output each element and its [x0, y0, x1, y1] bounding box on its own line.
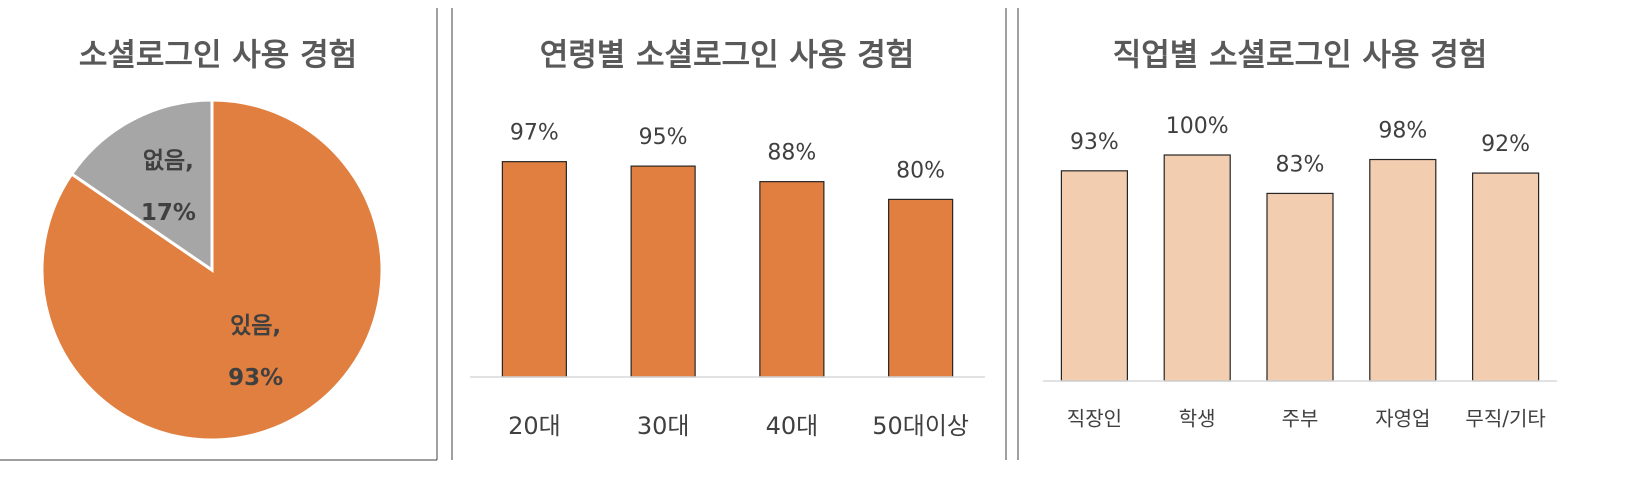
- bar: [630, 165, 696, 378]
- slice-label: 93%: [228, 365, 283, 391]
- data-label: 83%: [1276, 152, 1325, 177]
- bar: [1471, 172, 1540, 382]
- bar: [1163, 154, 1231, 382]
- x-tick-label: 50대이상: [872, 412, 969, 440]
- data-label: 100%: [1166, 114, 1229, 139]
- chart-title: 소셜로그인 사용 경험: [79, 38, 357, 74]
- x-tick-label: 40대: [766, 412, 819, 440]
- x-tick-label: 직장인: [1067, 407, 1122, 431]
- data-label: 92%: [1481, 132, 1530, 157]
- slice-category: 없음,: [143, 148, 194, 174]
- bar: [1060, 170, 1129, 382]
- pie-slice: [69, 98, 214, 273]
- x-tick-label: 주부: [1282, 407, 1319, 431]
- x-tick-label: 20대: [508, 412, 561, 440]
- data-label: 80%: [896, 158, 945, 183]
- x-tick-label: 학생: [1179, 407, 1216, 431]
- data-label: 95%: [639, 125, 688, 150]
- bar: [759, 181, 825, 378]
- bar: [888, 198, 954, 378]
- x-tick-label: 무직/기타: [1465, 407, 1545, 431]
- bar: [1266, 192, 1334, 382]
- data-label: 88%: [767, 141, 816, 166]
- slice-label: 17%: [141, 200, 196, 226]
- x-tick-label: 30대: [637, 412, 690, 440]
- data-label: 97%: [510, 121, 559, 146]
- data-label: 98%: [1378, 119, 1427, 144]
- bar: [1369, 158, 1437, 382]
- bar: [501, 161, 567, 378]
- x-tick-label: 자영업: [1375, 407, 1430, 431]
- chart-title: 직업별 소셜로그인 사용 경험: [1113, 38, 1488, 74]
- slice-category: 있음,: [230, 313, 281, 339]
- chart-title: 연령별 소셜로그인 사용 경험: [540, 38, 915, 74]
- data-label: 93%: [1070, 130, 1119, 155]
